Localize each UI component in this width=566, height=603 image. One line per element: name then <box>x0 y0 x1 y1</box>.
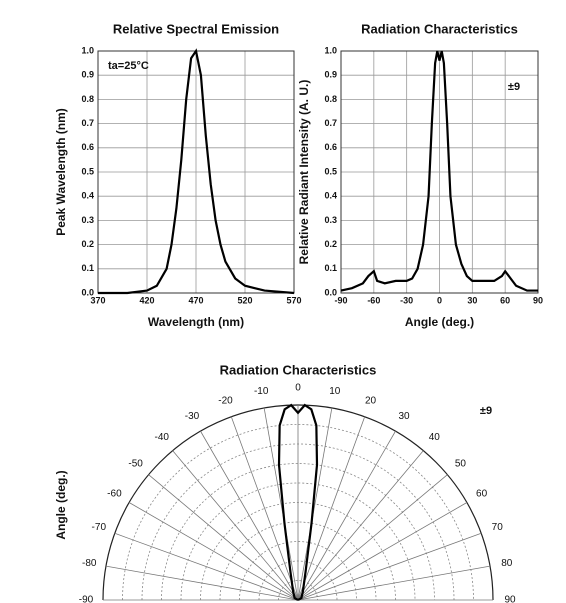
grid-spoke <box>297 430 396 601</box>
grid-spoke <box>297 416 366 601</box>
y-tick-label: 0.0 <box>81 287 94 297</box>
y-tick-label: 0.3 <box>324 215 337 225</box>
x-tick-label: -30 <box>400 295 413 305</box>
y-tick-label: 0.5 <box>324 166 337 176</box>
theta-tick-label: -10 <box>254 386 269 397</box>
theta-tick-label: -40 <box>155 432 170 443</box>
plot-frame <box>340 50 539 294</box>
theta-tick-label: 60 <box>476 489 488 500</box>
grid-ring <box>180 482 416 601</box>
x-tick-label: 520 <box>237 295 252 305</box>
theta-tick-label: 10 <box>329 386 341 397</box>
theta-tick-label: -80 <box>82 558 97 569</box>
chart-title: Relative Spectral Emission <box>113 21 279 36</box>
chart-title: Radiation Characteristics <box>220 362 377 377</box>
theta-tick-label: 80 <box>501 558 513 569</box>
grid-spoke <box>297 407 333 601</box>
data-line <box>98 48 295 295</box>
grid-ring <box>219 521 377 601</box>
theta-tick-label: -70 <box>92 522 107 533</box>
grid-spoke <box>128 502 299 601</box>
chart-title: Radiation Characteristics <box>361 21 518 36</box>
y-tick-label: 0.0 <box>324 287 337 297</box>
y-tick-label: 0.1 <box>81 263 94 273</box>
x-tick-label: 90 <box>533 295 543 305</box>
theta-tick-label: 40 <box>429 432 441 443</box>
x-axis-label: Wavelength (nm) <box>148 315 244 329</box>
y-tick-label: 0.2 <box>81 239 94 249</box>
x-tick-label: 60 <box>500 295 510 305</box>
grid-ring <box>122 424 474 601</box>
grid-spoke <box>230 416 299 601</box>
theta-tick-label: 30 <box>398 411 410 422</box>
y-axis-label: Peak Wavelength (nm) <box>54 108 68 236</box>
theta-tick-label: -30 <box>185 411 200 422</box>
grid-ring <box>278 580 318 601</box>
grid-spoke <box>263 407 299 601</box>
y-tick-label: 0.6 <box>324 142 337 152</box>
x-tick-label: -60 <box>367 295 380 305</box>
y-tick-label: 0.4 <box>324 191 337 201</box>
grid-ring <box>161 463 435 601</box>
y-tick-label: 0.7 <box>81 118 94 128</box>
y-tick-label: 0.5 <box>81 166 94 176</box>
x-tick-label: 470 <box>188 295 203 305</box>
grid-ring <box>239 541 357 601</box>
x-tick-label: 0 <box>437 295 442 305</box>
x-tick-label: 570 <box>286 295 301 305</box>
annotation: ±9 <box>480 405 492 417</box>
theta-tick-label: 0 <box>295 383 301 394</box>
y-tick-label: 0.9 <box>324 70 337 80</box>
theta-tick-label: 90 <box>504 595 516 603</box>
theta-tick-label: -20 <box>218 395 233 406</box>
theta-tick-label: 70 <box>492 522 504 533</box>
grid-spoke <box>172 450 299 601</box>
grid-spoke <box>105 565 299 601</box>
theta-tick-label: -50 <box>128 458 143 469</box>
x-tick-label: 420 <box>139 295 154 305</box>
y-tick-label: 0.8 <box>81 94 94 104</box>
y-tick-label: 1.0 <box>324 45 337 55</box>
grid-spoke <box>297 450 424 601</box>
data-line <box>340 50 538 292</box>
grid-spoke <box>148 474 299 601</box>
y-tick-label: 0.7 <box>324 118 337 128</box>
x-tick-label: 30 <box>467 295 477 305</box>
grid-spoke <box>114 532 299 601</box>
x-tick-label: 370 <box>90 295 105 305</box>
y-tick-label: 0.4 <box>81 191 94 201</box>
theta-tick-label: -60 <box>107 489 122 500</box>
x-tick-label: -90 <box>334 295 347 305</box>
y-tick-label: 0.6 <box>81 142 94 152</box>
y-tick-label: 0.9 <box>81 70 94 80</box>
theta-tick-label: -90 <box>79 595 94 603</box>
grid-spoke <box>297 532 482 601</box>
y-tick-label: 0.3 <box>81 215 94 225</box>
annotation: ±9 <box>508 81 520 93</box>
y-tick-label: 0.2 <box>324 239 337 249</box>
y-axis-label: Angle (deg.) <box>54 470 68 539</box>
annotation: ta=25°C <box>108 60 149 72</box>
theta-tick-label: 20 <box>365 395 377 406</box>
grid-spoke <box>200 430 299 601</box>
y-tick-label: 0.1 <box>324 263 337 273</box>
theta-tick-label: 50 <box>455 458 467 469</box>
grid-spoke <box>297 502 468 601</box>
grid-spoke <box>297 474 448 601</box>
y-tick-label: 1.0 <box>81 45 94 55</box>
x-axis-label: Angle (deg.) <box>405 315 474 329</box>
grid-spoke <box>297 565 491 601</box>
y-axis-label: Relative Radiant Intensity (A. U.) <box>297 80 311 265</box>
data-line <box>277 403 319 601</box>
y-tick-label: 0.8 <box>324 94 337 104</box>
